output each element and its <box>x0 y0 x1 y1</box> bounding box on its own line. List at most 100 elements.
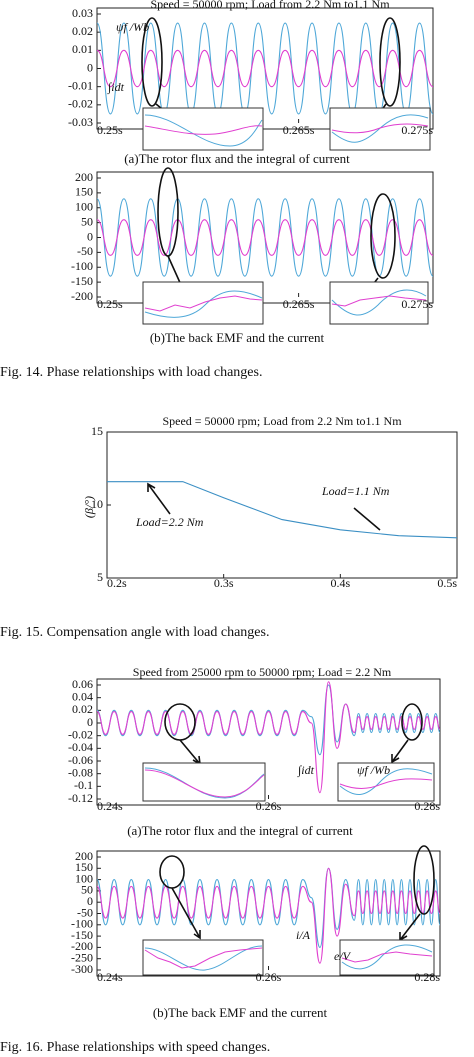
inset-wave <box>341 951 433 963</box>
inset-wave <box>144 295 263 312</box>
x-tick-label: 0.28s <box>414 970 440 984</box>
inset-wave <box>339 778 433 789</box>
y-tick-label: -0.02 <box>68 727 93 741</box>
inset-wave <box>144 945 263 971</box>
chart-caption: (b)The back EMF and the current <box>153 1005 328 1020</box>
data-line <box>96 49 434 88</box>
y-tick-label: -150 <box>71 274 93 288</box>
inset <box>329 281 429 325</box>
data-line <box>96 681 441 794</box>
highlight <box>379 17 401 107</box>
x-tick-label: 0.25s <box>97 123 123 137</box>
x-tick-label: 0.28s <box>414 799 440 813</box>
y-tick-label: 0 <box>87 715 93 729</box>
y-tick-label: 0.01 <box>72 42 93 56</box>
chart-title: Speed = 50000 rpm; Load from 2.2 Nm to1.… <box>162 414 402 428</box>
x-tick-label: 0.3s <box>214 576 234 590</box>
inset-wave <box>331 289 427 316</box>
y-tick-label: 0.06 <box>72 677 93 691</box>
y-tick-label: -300 <box>71 962 93 976</box>
arrow <box>147 482 171 515</box>
y-tick-label: -200 <box>71 289 93 303</box>
x-tick-label: 0.26s <box>256 970 282 984</box>
y-tick-label: -50 <box>77 244 93 258</box>
x-tick-label: 0.265s <box>283 123 315 137</box>
arrow <box>353 507 381 531</box>
plot-frame <box>106 431 458 579</box>
y-tick-label: -100 <box>71 259 93 273</box>
y-tick-label: 150 <box>75 860 93 874</box>
y-axis-label: (β/°) <box>82 496 96 518</box>
y-tick-label: 0.03 <box>72 6 93 20</box>
y-tick-label: -0.02 <box>68 97 93 111</box>
inset-wave <box>331 295 427 307</box>
data-line <box>96 867 441 964</box>
inset <box>142 939 264 976</box>
inset-wave <box>339 768 433 795</box>
figure-caption: Fig. 16. Phase relationships with speed … <box>0 1040 270 1055</box>
figure-caption: Fig. 14. Phase relationships with load c… <box>0 365 262 380</box>
x-tick-label: 0.275s <box>401 123 433 137</box>
annotation: Load=2.2 Nm <box>135 515 204 529</box>
y-tick-label: -0.08 <box>68 765 93 779</box>
x-tick-label: 0.25s <box>97 297 123 311</box>
y-tick-label: -100 <box>71 917 93 931</box>
annotation: Load=1.1 Nm <box>321 484 390 498</box>
x-tick-label: 0.4s <box>330 576 350 590</box>
plots <box>96 7 458 977</box>
inset-wave <box>144 125 263 135</box>
y-tick-label: 50 <box>81 883 93 897</box>
x-tick-label: 0.24s <box>97 970 123 984</box>
highlight <box>157 167 179 257</box>
annotation: e/V <box>334 949 352 963</box>
y-tick-label: 100 <box>75 200 93 214</box>
annotation: ∫idt <box>297 763 315 777</box>
annotation: ψf /Wb <box>116 20 149 34</box>
data-line <box>96 684 441 756</box>
x-tick-label: 0.275s <box>401 297 433 311</box>
chart-title: Speed = 50000 rpm; Load from 2.2 Nm to1.… <box>150 0 390 11</box>
inset <box>339 939 435 976</box>
y-tick-label: -0.1 <box>74 778 93 792</box>
insets <box>141 17 435 976</box>
inset-wave <box>144 769 265 798</box>
y-tick-label: 15 <box>91 424 103 438</box>
plot-frame <box>96 678 441 806</box>
highlight <box>141 17 163 107</box>
inset-wave <box>144 947 263 969</box>
data-line <box>107 481 458 539</box>
highlight <box>401 703 423 741</box>
x-tick-label: 0.265s <box>283 297 315 311</box>
annotation: i/A <box>296 928 311 942</box>
inset-wave <box>144 114 263 147</box>
x-tick-label: 0.24s <box>97 799 123 813</box>
arrow <box>399 913 421 942</box>
chart-title: Speed from 25000 rpm to 50000 rpm; Load … <box>133 665 392 679</box>
y-tick-label: 0 <box>87 60 93 74</box>
arrow <box>391 739 409 764</box>
highlight <box>370 193 396 279</box>
y-tick-label: 200 <box>75 170 93 184</box>
y-tick-label: -0.03 <box>68 115 93 129</box>
x-tick-label: 0.2s <box>107 576 127 590</box>
arrow <box>179 739 201 766</box>
inset-wave <box>331 123 429 134</box>
y-tick-label: 0 <box>87 894 93 908</box>
y-tick-label: -200 <box>71 939 93 953</box>
arrow <box>171 887 201 940</box>
inset <box>142 762 266 802</box>
x-tick-label: 0.5s <box>437 576 457 590</box>
inset-wave <box>144 290 263 318</box>
y-tick-label: -0.06 <box>68 753 93 767</box>
inset-wave <box>341 944 433 970</box>
y-tick-label: -0.01 <box>68 78 93 92</box>
texts: Fig. 14. Phase relationships with load c… <box>0 0 457 1055</box>
annotation: ψf /Wb <box>357 763 390 777</box>
y-tick-label: 100 <box>75 871 93 885</box>
chart-caption: (a)The rotor flux and the integral of cu… <box>127 823 353 838</box>
y-tick-label: 0.04 <box>72 689 93 703</box>
data-line <box>96 219 434 256</box>
y-tick-label: 0.02 <box>72 702 93 716</box>
